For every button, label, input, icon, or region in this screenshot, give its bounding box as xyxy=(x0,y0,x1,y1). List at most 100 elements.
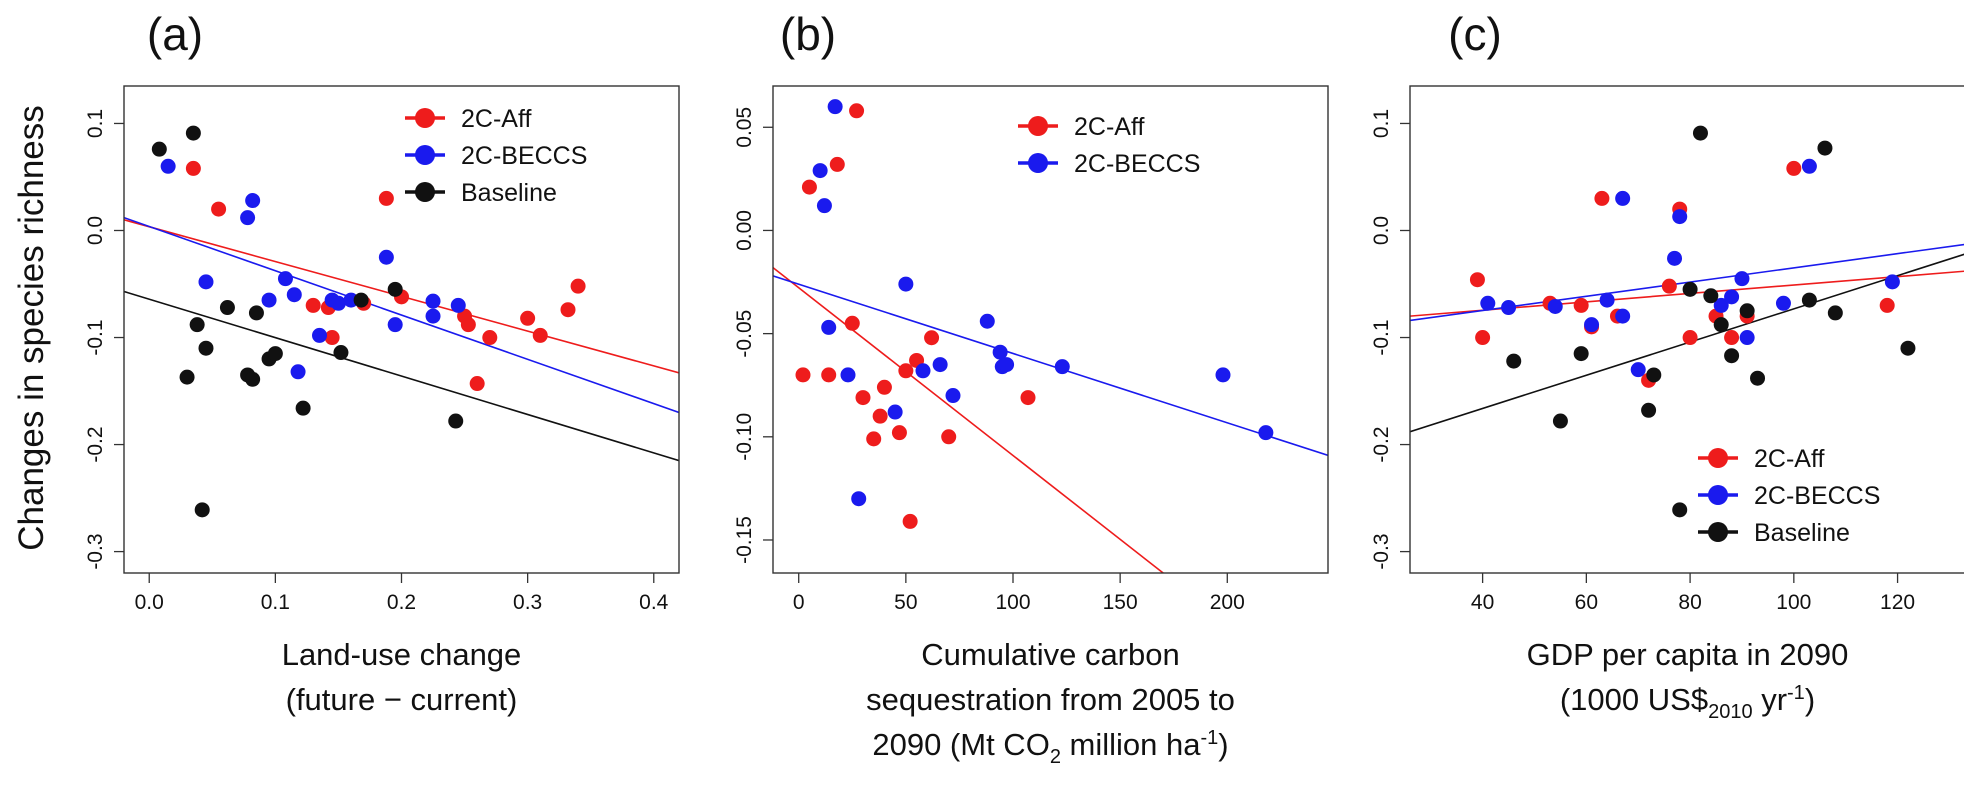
y-tick-label: -0.2 xyxy=(1370,426,1393,462)
data-point-2c-beccs xyxy=(851,491,867,507)
data-point-2c-beccs xyxy=(1054,359,1070,375)
x-tick-label: 0.2 xyxy=(387,591,416,614)
legend-marker xyxy=(415,108,435,128)
data-point-2c-beccs xyxy=(425,308,441,324)
data-point-baseline xyxy=(1641,402,1657,418)
x-tick-label: 0.1 xyxy=(261,591,290,614)
y-tick-label: -0.10 xyxy=(733,413,756,461)
y-tick-label: -0.1 xyxy=(1370,319,1393,355)
data-point-2c-beccs xyxy=(1547,298,1563,314)
data-point-2c-beccs xyxy=(290,364,306,380)
legend-marker xyxy=(1708,522,1728,542)
fit-line-2c-beccs xyxy=(124,216,679,414)
x-axis-title: GDP per capita in 2090 xyxy=(1527,637,1849,672)
data-point-2c-beccs xyxy=(1734,271,1750,287)
plot-frame xyxy=(123,85,680,574)
data-point-2c-beccs xyxy=(1724,289,1740,305)
data-point-2c-aff xyxy=(378,190,394,206)
data-point-2c-aff xyxy=(1879,297,1895,313)
data-point-2c-beccs xyxy=(812,163,828,179)
panel-c: (c) 40 60 80 100 120 0.1 0.0 -0.1 -0.2 -0.3 2C-Aff 2… xyxy=(1370,8,1964,723)
data-point-2c-aff xyxy=(1786,160,1802,176)
data-point-2c-aff xyxy=(941,429,957,445)
legend-label: 2C-Aff xyxy=(1754,445,1824,473)
data-point-2c-beccs xyxy=(261,292,277,308)
y-tick-label: 0.00 xyxy=(733,210,756,251)
legend-label: 2C-BECCS xyxy=(1754,482,1880,510)
data-point-2c-beccs xyxy=(378,249,394,265)
data-point-2c-beccs xyxy=(945,388,961,404)
x-tick-label: 0 xyxy=(793,591,805,614)
data-point-baseline xyxy=(1573,346,1589,362)
data-point-baseline xyxy=(1724,348,1740,364)
x-tick-label: 100 xyxy=(995,591,1030,614)
data-point-baseline xyxy=(179,369,195,385)
data-point-2c-aff xyxy=(1661,278,1677,294)
data-point-2c-beccs xyxy=(1258,425,1274,441)
x-axis-title: (future − current) xyxy=(286,682,518,717)
y-tick-label: 0.1 xyxy=(1370,109,1393,138)
fit-line-2c-aff xyxy=(773,266,1165,573)
data-point-baseline xyxy=(1552,413,1568,429)
data-point-baseline xyxy=(1713,317,1729,333)
legend-marker xyxy=(1028,116,1048,136)
data-point-2c-beccs xyxy=(1884,274,1900,290)
x-axis-title-part: ) xyxy=(1805,682,1815,717)
y-axis-label: Changes in species richness xyxy=(12,105,51,551)
data-point-baseline xyxy=(1750,370,1766,386)
x-axis-title-part: million ha xyxy=(1061,727,1201,762)
data-point-2c-aff xyxy=(1594,190,1610,206)
y-tick-label: 0.1 xyxy=(84,109,107,138)
x-axis-title-part: yr xyxy=(1753,682,1787,717)
panel-a: (a) 0.0 0.1 0.2 0.3 0.4 0.1 0.0 -0.1 -0.2 -0.3 2C-A… xyxy=(84,8,680,717)
legend-marker xyxy=(415,145,435,165)
x-axis-title-part: 2010 xyxy=(1708,701,1753,723)
data-point-2c-beccs xyxy=(198,274,214,290)
y-tick-label: 0.05 xyxy=(733,107,756,148)
data-point-2c-beccs xyxy=(286,287,302,303)
panel-label: (c) xyxy=(1448,8,1502,60)
data-point-2c-beccs xyxy=(979,313,995,329)
y-tick-label: -0.3 xyxy=(1370,533,1393,569)
legend-label: 2C-Aff xyxy=(1074,113,1144,141)
data-point-2c-aff xyxy=(855,390,871,406)
plot-frame xyxy=(1409,85,1964,574)
data-point-baseline xyxy=(1817,140,1833,156)
data-point-2c-aff xyxy=(866,431,882,447)
data-point-2c-aff xyxy=(1020,390,1036,406)
data-point-2c-aff xyxy=(1469,272,1485,288)
data-point-baseline xyxy=(185,125,201,141)
data-point-2c-beccs xyxy=(240,210,256,226)
legend-label: Baseline xyxy=(1754,519,1850,547)
data-point-baseline xyxy=(267,346,283,362)
x-tick-label: 80 xyxy=(1678,591,1701,614)
data-point-baseline xyxy=(387,281,403,297)
data-point-2c-beccs xyxy=(1713,297,1729,313)
x-tick-label: 0.3 xyxy=(513,591,542,614)
y-tick-label: -0.1 xyxy=(84,319,107,355)
data-point-2c-beccs xyxy=(1775,295,1791,311)
data-point-2c-beccs xyxy=(1615,190,1631,206)
data-point-2c-beccs xyxy=(932,357,948,373)
data-point-2c-beccs xyxy=(827,99,843,115)
data-point-2c-aff xyxy=(469,376,485,392)
fit-line-2c-beccs xyxy=(773,275,1328,457)
x-tick-label: 150 xyxy=(1103,591,1138,614)
x-tick-label: 0.0 xyxy=(135,591,164,614)
data-point-2c-beccs xyxy=(915,363,931,379)
data-point-baseline xyxy=(1672,502,1688,518)
data-point-baseline xyxy=(295,400,311,416)
legend-marker xyxy=(1708,448,1728,468)
y-tick-label: 0.0 xyxy=(84,216,107,245)
data-point-2c-aff xyxy=(876,379,892,395)
data-point-2c-aff xyxy=(324,330,340,346)
x-axis-title-part: ) xyxy=(1218,727,1228,762)
data-point-baseline xyxy=(248,305,264,321)
data-point-2c-beccs xyxy=(1215,367,1231,383)
panel-b: (b)0 50 100 150 2000.050.00-0.05-0.10-0.152C… xyxy=(733,8,1329,768)
data-point-2c-aff xyxy=(795,367,811,383)
legend-label: 2C-Aff xyxy=(461,105,531,133)
data-point-baseline xyxy=(1739,303,1755,319)
x-axis-title-part: 2090 (Mt CO xyxy=(872,727,1049,762)
data-point-2c-beccs xyxy=(312,327,328,343)
